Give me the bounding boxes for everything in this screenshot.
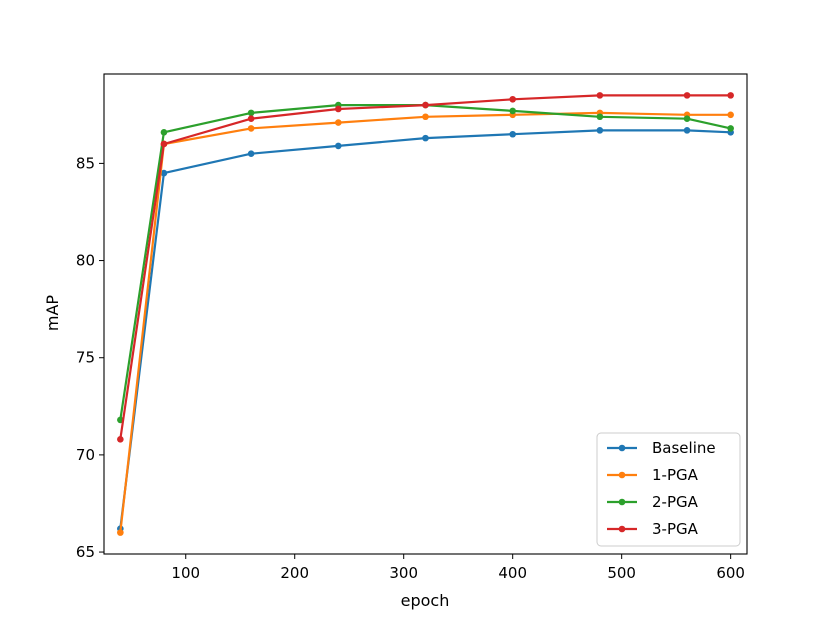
legend: Baseline 1-PGA 2-PGA 3-PGA xyxy=(596,432,741,547)
y-tick-label: 70 xyxy=(76,446,95,464)
x-axis-label: epoch xyxy=(401,591,450,610)
data-point xyxy=(335,119,342,126)
data-point xyxy=(509,130,516,138)
data-point xyxy=(247,125,255,132)
data-point xyxy=(117,436,124,443)
data-point xyxy=(160,140,168,148)
data-point xyxy=(509,95,516,103)
data-point xyxy=(683,92,691,99)
plot-frame xyxy=(103,73,748,555)
data-point xyxy=(422,113,429,121)
data-point xyxy=(160,128,168,136)
legend-label: 1-PGA xyxy=(652,466,699,484)
data-point xyxy=(683,115,691,122)
legend-box xyxy=(596,432,741,547)
data-point xyxy=(247,109,255,117)
legend-swatch-marker xyxy=(618,498,626,506)
legend-swatch-marker xyxy=(618,444,626,452)
y-axis-label: mAP xyxy=(43,295,62,332)
x-tick-label: 600 xyxy=(716,564,745,582)
data-point xyxy=(727,125,734,132)
axes: 100 200 300 400 500 600 65 70 75 80 85 xyxy=(76,73,748,582)
data-point xyxy=(422,134,429,142)
x-tick-label: 500 xyxy=(607,564,636,582)
y-tick-label: 65 xyxy=(76,543,95,561)
series-lines xyxy=(117,92,734,536)
y-tick-label: 85 xyxy=(76,154,95,172)
x-tick-label: 200 xyxy=(280,564,309,582)
data-point xyxy=(683,127,691,134)
legend-label: 2-PGA xyxy=(652,493,699,511)
y-tick-label: 80 xyxy=(76,252,95,270)
data-point xyxy=(596,113,604,121)
data-point xyxy=(509,107,516,115)
x-tick-label: 300 xyxy=(389,564,418,582)
x-tick-label: 400 xyxy=(498,564,527,582)
x-tick-label: 100 xyxy=(171,564,200,582)
data-point xyxy=(247,115,255,122)
data-point xyxy=(117,529,124,536)
legend-label: Baseline xyxy=(652,439,716,457)
legend-label: 3-PGA xyxy=(652,520,699,538)
data-point xyxy=(596,127,604,134)
y-tick-label: 75 xyxy=(76,349,95,367)
legend-swatch-marker xyxy=(618,471,626,479)
data-point xyxy=(335,105,342,113)
data-point xyxy=(247,150,255,157)
data-point xyxy=(335,142,342,150)
data-point xyxy=(727,111,734,119)
legend-swatch-marker xyxy=(618,525,626,533)
data-point xyxy=(596,92,604,99)
data-point xyxy=(727,92,734,99)
data-point xyxy=(422,101,429,109)
data-point xyxy=(160,169,168,177)
